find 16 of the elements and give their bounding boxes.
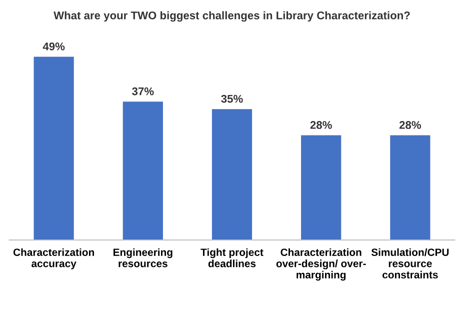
chart-title: What are your TWO biggest challenges in Library Characterization? xyxy=(54,11,410,22)
bar xyxy=(301,135,342,240)
bar xyxy=(390,135,430,240)
data-label: 35% xyxy=(221,94,243,103)
data-label: 28% xyxy=(399,121,422,129)
x-tick-label: Tight project deadlines xyxy=(200,248,264,268)
data-label: 49% xyxy=(42,42,65,50)
bar xyxy=(34,56,74,240)
data-label: 37% xyxy=(132,87,154,96)
bar xyxy=(212,109,252,240)
x-tick-label: Characterization over-design/ over- margining xyxy=(276,248,366,281)
data-label: 28% xyxy=(310,121,332,129)
x-tick-label: Characterization accuracy xyxy=(13,248,94,270)
bar xyxy=(122,102,163,240)
x-tick-label: Simulation/CPU resource constraints xyxy=(371,248,449,278)
x-tick-label: Engineering resources xyxy=(114,248,172,268)
